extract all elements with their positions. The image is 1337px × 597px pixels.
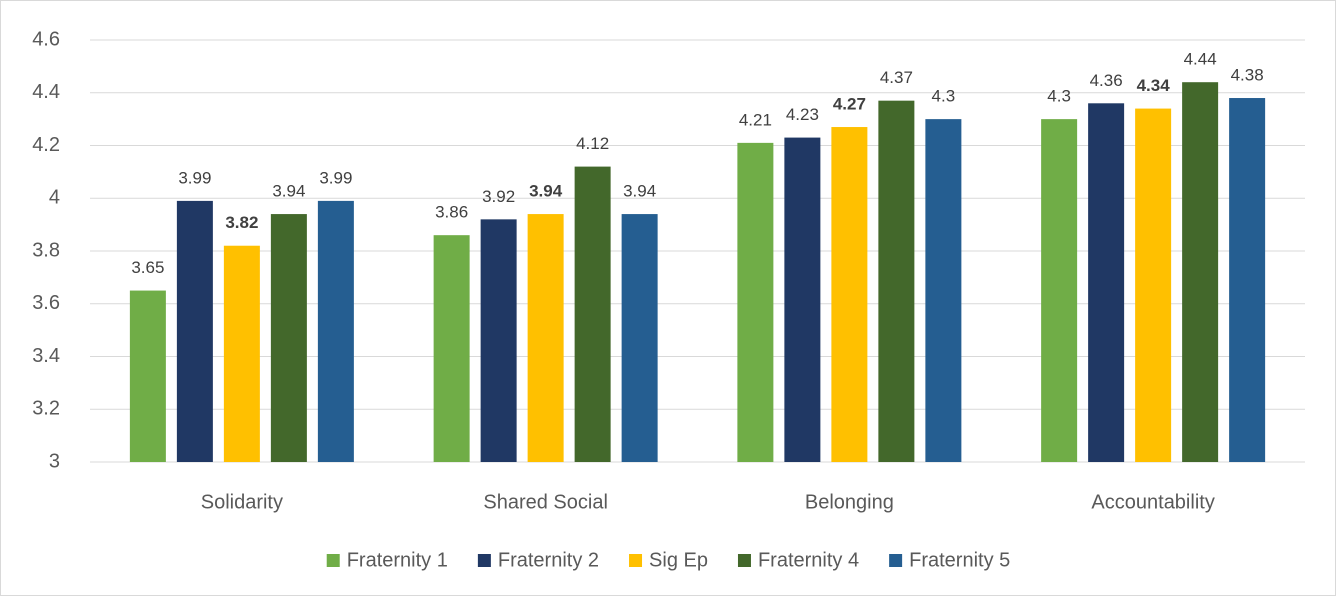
bar: [621, 214, 658, 462]
x-tick-label: Accountability: [1091, 491, 1214, 513]
value-label: 3.99: [319, 168, 352, 187]
legend-label: Sig Ep: [649, 549, 708, 571]
bar: [1229, 98, 1266, 463]
legend-swatch: [889, 554, 903, 567]
bar: [129, 290, 166, 462]
bar: [223, 245, 260, 462]
y-tick-label: 4.6: [32, 28, 60, 50]
legend-swatch: [737, 554, 751, 567]
y-tick-label: 4: [49, 187, 60, 209]
x-tick-label: Solidarity: [201, 491, 283, 513]
y-tick-label: 4.2: [32, 134, 60, 156]
bar: [527, 214, 564, 462]
value-label: 4.44: [1184, 50, 1217, 69]
legend-label: Fraternity 4: [758, 549, 859, 571]
value-label: 3.99: [178, 168, 211, 187]
legend-label: Fraternity 2: [498, 549, 599, 571]
value-label: 4.21: [739, 110, 772, 129]
bar: [925, 119, 962, 462]
value-label: 3.94: [272, 182, 305, 201]
value-label: 4.36: [1090, 71, 1123, 90]
value-label: 4.38: [1231, 66, 1264, 85]
value-label: 4.34: [1137, 76, 1171, 95]
y-tick-label: 3: [49, 450, 60, 472]
value-label: 3.82: [225, 213, 258, 232]
bar: [1135, 108, 1172, 462]
bar: [784, 137, 821, 462]
bar: [1088, 103, 1125, 463]
value-label: 3.65: [131, 258, 164, 277]
bar: [270, 214, 307, 462]
x-tick-label: Shared Social: [483, 491, 608, 513]
value-label: 4.27: [833, 95, 866, 114]
bar: [1041, 119, 1078, 462]
y-tick-label: 4.4: [32, 81, 60, 103]
value-label: 3.94: [623, 182, 656, 201]
value-label: 4.3: [1047, 87, 1071, 106]
legend-swatch: [477, 554, 491, 567]
legend-label: Fraternity 5: [909, 549, 1010, 571]
legend-label: Fraternity 1: [347, 549, 448, 571]
value-label: 3.86: [435, 203, 468, 222]
value-label: 4.12: [576, 134, 609, 153]
y-tick-label: 3.6: [32, 292, 60, 314]
value-label: 4.23: [786, 105, 819, 124]
bar: [317, 200, 354, 462]
bar: [1182, 82, 1219, 462]
value-label: 3.94: [529, 182, 563, 201]
value-label: 3.92: [482, 187, 515, 206]
y-tick-label: 3.4: [32, 345, 60, 367]
value-label: 4.37: [880, 68, 913, 87]
legend-swatch: [629, 554, 643, 567]
y-tick-label: 3.8: [32, 239, 60, 261]
value-label: 4.3: [932, 87, 956, 106]
bar: [574, 166, 611, 462]
y-tick-label: 3.2: [32, 398, 60, 420]
legend-swatch: [326, 554, 340, 567]
x-tick-label: Belonging: [805, 491, 894, 513]
bar: [176, 200, 213, 462]
bar: [737, 142, 774, 463]
bar: [433, 235, 470, 462]
bar: [831, 127, 868, 462]
bar: [480, 219, 517, 462]
bar: [878, 100, 915, 462]
